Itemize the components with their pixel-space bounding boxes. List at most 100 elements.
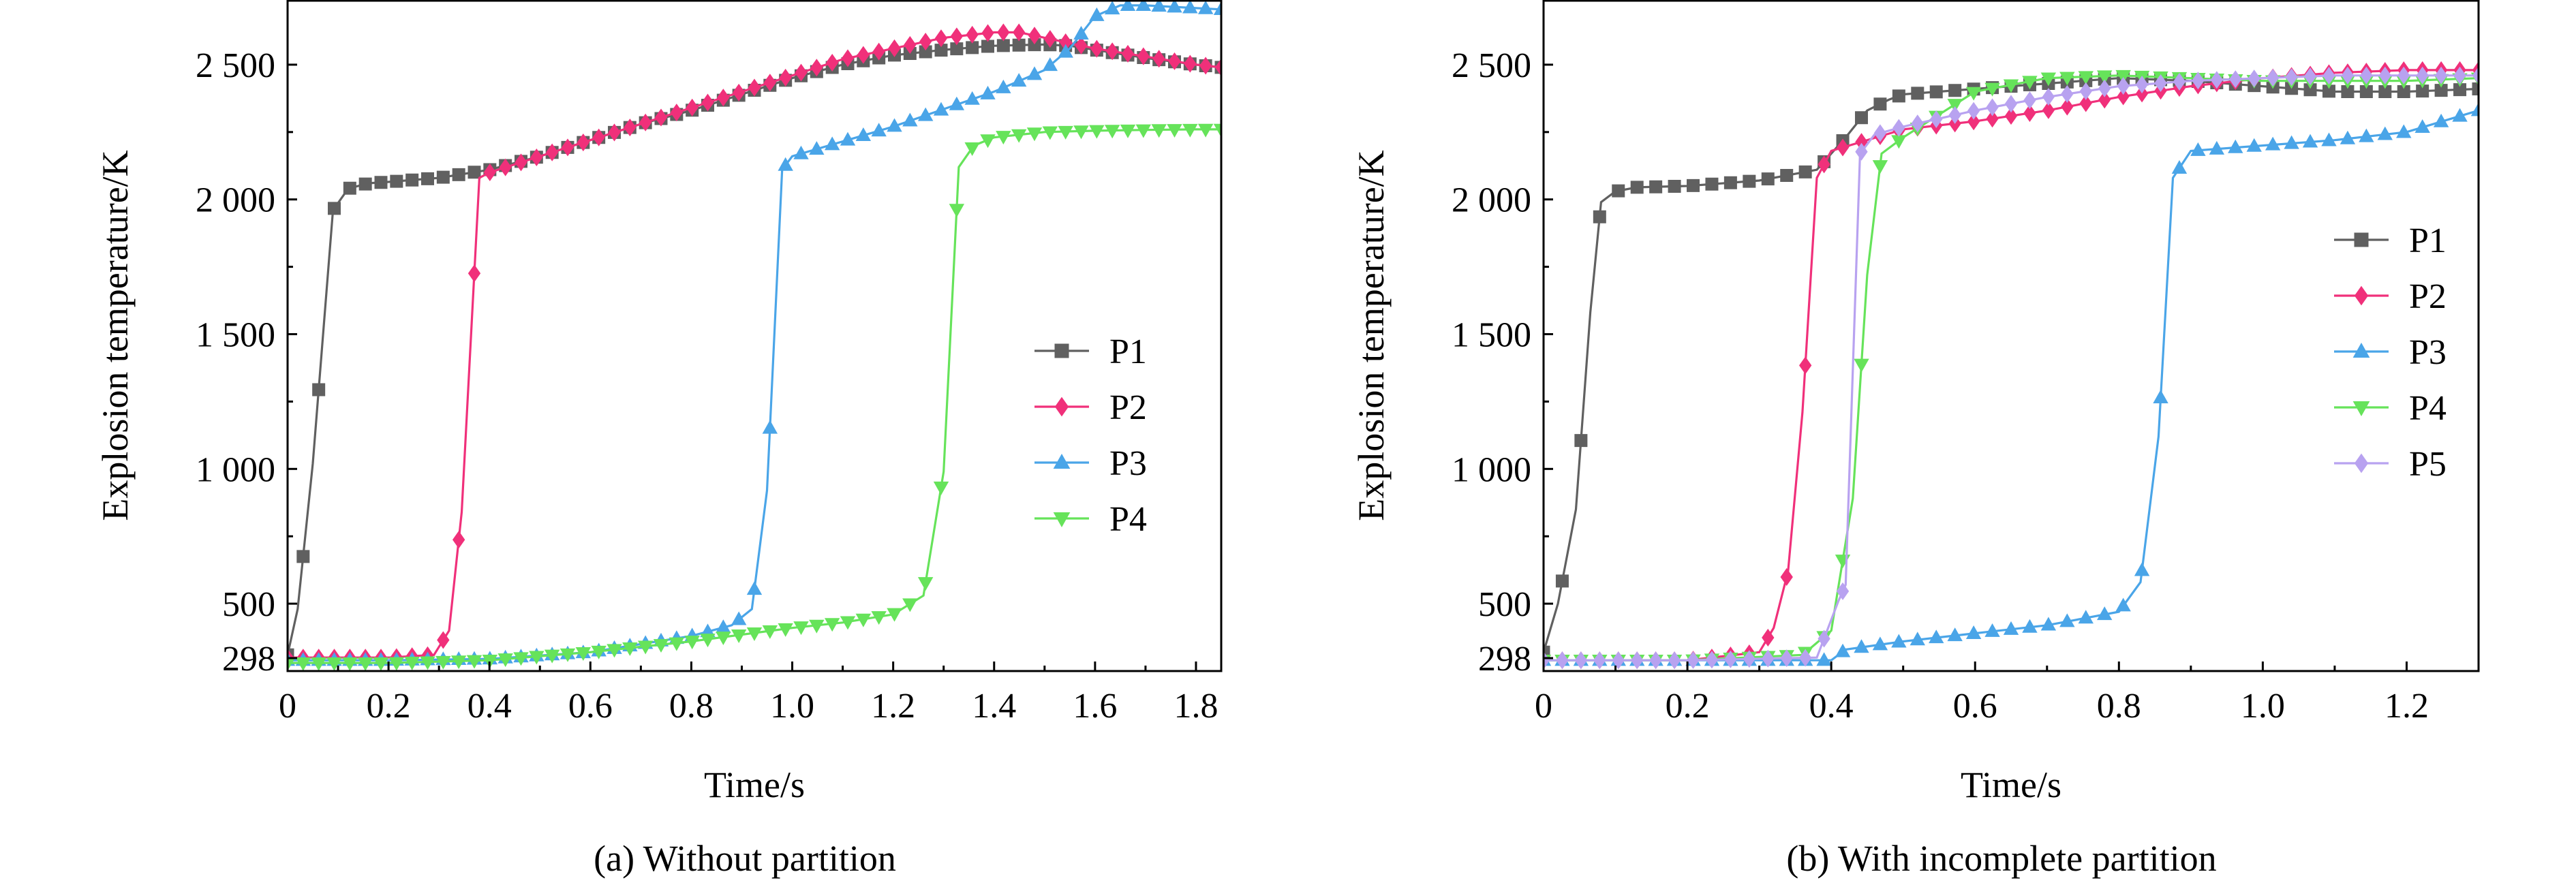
legend-marker xyxy=(1053,512,1071,528)
legend-item-p2: P2 xyxy=(2334,277,2447,316)
data-point xyxy=(1780,649,1793,668)
data-point xyxy=(1182,123,1198,138)
data-point xyxy=(779,68,792,87)
data-point xyxy=(840,616,856,630)
data-point xyxy=(529,651,545,665)
figure-caption: (b) With incomplete partition xyxy=(1786,838,2216,879)
data-point xyxy=(1630,181,1644,194)
data-point xyxy=(996,131,1011,145)
data-point xyxy=(762,625,778,639)
data-point xyxy=(1836,138,1850,157)
data-point xyxy=(2040,72,2057,87)
data-point xyxy=(357,657,373,671)
legend-marker xyxy=(1054,396,1069,417)
data-point xyxy=(592,128,605,146)
data-point xyxy=(1854,639,1869,653)
data-point xyxy=(684,636,700,650)
data-point xyxy=(778,623,793,637)
data-point xyxy=(288,657,296,671)
data-point xyxy=(2377,126,2393,140)
data-point xyxy=(1986,98,1999,116)
data-point xyxy=(2360,66,2373,84)
data-point xyxy=(1798,649,1812,667)
data-point xyxy=(731,629,747,643)
data-point xyxy=(1965,625,1982,640)
y-tick-label: 1 500 xyxy=(196,316,275,355)
data-point xyxy=(546,143,559,161)
data-point xyxy=(1213,1,1221,15)
data-point xyxy=(624,119,637,137)
data-point xyxy=(373,657,389,671)
y-tick-label: 2 500 xyxy=(1452,46,1531,85)
data-point xyxy=(1965,87,1982,101)
data-point xyxy=(2022,76,2038,90)
data-point xyxy=(2173,72,2186,91)
data-point xyxy=(2096,606,2113,621)
data-point xyxy=(841,49,855,67)
y-tick-label: 2 000 xyxy=(196,181,275,220)
data-point xyxy=(467,166,481,179)
legend-marker xyxy=(2354,232,2369,247)
data-point xyxy=(980,85,996,99)
y-tick-label: 1 500 xyxy=(1452,316,1531,355)
data-point xyxy=(2472,66,2479,84)
data-point xyxy=(1151,0,1167,12)
legend-label: P2 xyxy=(2409,277,2447,316)
data-point xyxy=(1593,651,1606,670)
data-point xyxy=(466,655,482,669)
data-point xyxy=(2248,69,2260,88)
data-point xyxy=(746,581,763,595)
data-point xyxy=(1649,180,1663,193)
data-point xyxy=(2378,66,2391,84)
data-point xyxy=(515,153,527,172)
data-point xyxy=(1836,582,1850,600)
data-point xyxy=(342,657,358,671)
data-point xyxy=(950,42,964,56)
data-point xyxy=(871,123,887,137)
data-point xyxy=(608,123,621,142)
data-point xyxy=(933,102,949,116)
data-point xyxy=(686,98,699,116)
series-p2 xyxy=(1544,61,2479,670)
data-point xyxy=(1026,66,1043,80)
data-point xyxy=(1948,84,1962,97)
data-point xyxy=(1947,627,1963,642)
data-point xyxy=(778,157,793,171)
data-point xyxy=(748,78,761,97)
y-tick-label: 1 000 xyxy=(1452,450,1531,489)
data-point xyxy=(452,168,465,181)
data-point xyxy=(1090,40,1103,58)
legend-item-p1: P1 xyxy=(1034,332,1147,371)
data-point xyxy=(1199,57,1212,75)
data-point xyxy=(374,176,388,189)
data-point xyxy=(2190,142,2206,156)
data-point xyxy=(1872,636,1888,651)
data-point xyxy=(1872,160,1888,174)
data-point xyxy=(404,657,420,671)
data-point xyxy=(1967,112,1980,131)
data-point xyxy=(731,611,747,625)
data-point xyxy=(311,657,326,671)
data-point xyxy=(559,648,576,662)
data-point xyxy=(1668,651,1681,670)
series-line-p4 xyxy=(288,128,1221,664)
x-axis-title: Time/s xyxy=(704,764,805,805)
data-point xyxy=(1780,169,1794,183)
data-point xyxy=(2302,134,2318,148)
data-point xyxy=(1013,23,1026,42)
data-point xyxy=(2229,70,2242,89)
data-point xyxy=(1106,42,1119,61)
data-point xyxy=(872,42,885,61)
figure-caption: (a) Without partition xyxy=(594,838,896,879)
data-point xyxy=(1911,87,1925,100)
series-p4 xyxy=(1544,69,2479,668)
y-axis-title: Explosion temperature/K xyxy=(95,150,136,520)
data-point xyxy=(2004,107,2018,125)
data-point xyxy=(2397,66,2410,84)
data-point xyxy=(312,383,326,396)
chart-without-partition: 0 0.2 0.4 0.6 0.8 1.0 1.2 1.4 1.6 1.8 298 500 1 000 1… xyxy=(95,0,1223,879)
data-point xyxy=(1574,434,1588,448)
data-point xyxy=(1151,124,1167,138)
data-point xyxy=(1835,555,1851,569)
legend-marker xyxy=(1053,453,1071,469)
